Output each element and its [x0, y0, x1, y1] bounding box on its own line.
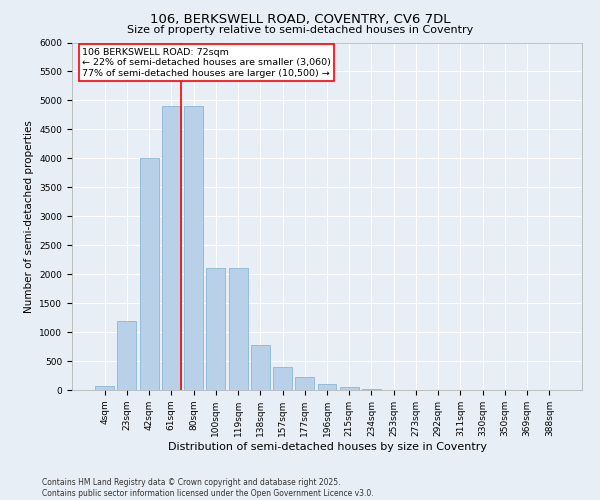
Bar — [118, 320, 136, 390]
X-axis label: Distribution of semi-detached houses by size in Coventry: Distribution of semi-detached houses by … — [167, 442, 487, 452]
Bar — [206, 268, 225, 390]
Bar — [95, 386, 114, 390]
Text: Size of property relative to semi-detached houses in Coventry: Size of property relative to semi-detach… — [127, 25, 473, 35]
Text: 106, BERKSWELL ROAD, COVENTRY, CV6 7DL: 106, BERKSWELL ROAD, COVENTRY, CV6 7DL — [150, 12, 450, 26]
Bar — [162, 106, 181, 390]
Bar — [273, 367, 292, 390]
Bar — [229, 268, 248, 390]
Bar — [251, 345, 270, 390]
Y-axis label: Number of semi-detached properties: Number of semi-detached properties — [24, 120, 34, 312]
Text: 106 BERKSWELL ROAD: 72sqm
← 22% of semi-detached houses are smaller (3,060)
77% : 106 BERKSWELL ROAD: 72sqm ← 22% of semi-… — [82, 48, 331, 78]
Bar — [295, 378, 314, 390]
Bar — [340, 387, 359, 390]
Text: Contains HM Land Registry data © Crown copyright and database right 2025.
Contai: Contains HM Land Registry data © Crown c… — [42, 478, 374, 498]
Bar — [362, 388, 381, 390]
Bar — [140, 158, 158, 390]
Bar — [184, 106, 203, 390]
Bar — [317, 384, 337, 390]
